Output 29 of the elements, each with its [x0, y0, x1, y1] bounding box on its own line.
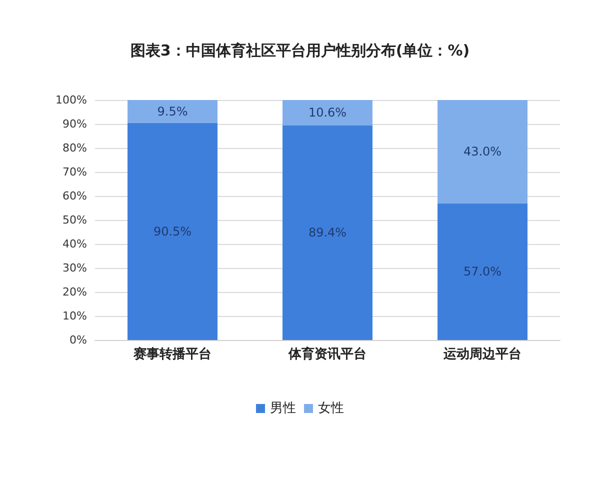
y-tick-label: 70% — [62, 166, 87, 178]
data-label: 9.5% — [157, 104, 188, 118]
x-tick-label: 运动周边平台 — [442, 346, 522, 362]
y-tick-label: 10% — [62, 310, 87, 322]
y-tick-label: 50% — [62, 214, 87, 226]
y-tick-label: 30% — [62, 262, 87, 274]
bar — [282, 125, 372, 340]
y-tick-label: 20% — [62, 286, 87, 298]
y-tick-label: 40% — [62, 238, 87, 250]
data-label: 57.0% — [463, 264, 502, 279]
data-label: 43.0% — [463, 144, 502, 159]
bar — [282, 100, 372, 126]
chart-title: 图表3：中国体育社区平台用户性别分布(单位：%) — [130, 42, 470, 60]
y-tick-label: 80% — [62, 142, 87, 154]
bar — [128, 122, 218, 340]
y-tick-label: 0% — [70, 334, 87, 346]
x-tick-label: 赛事转播平台 — [132, 346, 212, 362]
y-tick-label: 60% — [62, 190, 87, 202]
legend-label: 男性 — [270, 401, 296, 416]
x-tick-label: 体育资讯平台 — [288, 346, 366, 362]
bar — [128, 100, 218, 123]
data-label: 10.6% — [308, 106, 347, 120]
legend-label: 女性 — [318, 401, 344, 416]
bar — [438, 203, 528, 340]
bar — [438, 100, 528, 204]
data-label: 90.5% — [153, 224, 192, 238]
y-tick-label: 90% — [62, 118, 87, 130]
y-tick-label: 100% — [56, 94, 87, 106]
data-label: 89.4% — [308, 226, 347, 240]
